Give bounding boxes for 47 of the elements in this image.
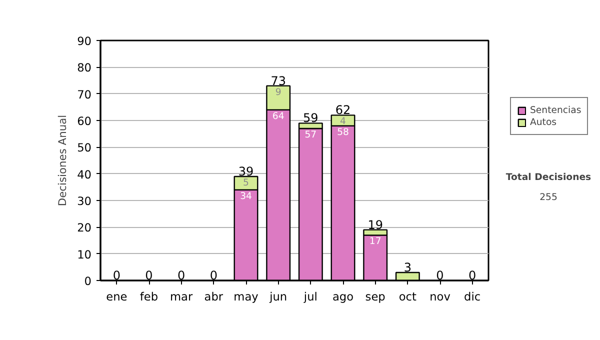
- data-label: 17: [369, 236, 382, 248]
- total-label: 0: [210, 268, 218, 282]
- x-tick-label: ago: [332, 290, 354, 304]
- data-label: 5: [243, 178, 250, 188]
- x-tick-label: nov: [430, 290, 451, 304]
- data-label: 57: [304, 130, 317, 140]
- x-tick-label: ene: [106, 290, 128, 304]
- x-tick-label: jun: [268, 290, 288, 304]
- y-tick-label: 70: [77, 87, 92, 102]
- data-label: 34: [240, 190, 252, 202]
- x-tick-label: sep: [365, 290, 386, 304]
- total-label: 62: [335, 103, 351, 118]
- x-tick-label: dic: [464, 290, 481, 304]
- x-tick-label: oct: [398, 290, 418, 304]
- x-tick-label: feb: [140, 290, 158, 304]
- x-tick-label: mar: [170, 290, 193, 304]
- total-label: 39: [238, 164, 254, 178]
- total-label: 0: [112, 268, 120, 282]
- x-tick-label: may: [234, 290, 259, 304]
- total-label: 19: [368, 218, 383, 232]
- y-tick-label: 20: [77, 220, 92, 235]
- text: Total Decisiones: [506, 172, 592, 183]
- data-label: 58: [337, 126, 349, 138]
- x-tick-label: abr: [204, 290, 224, 304]
- total-label: 73: [270, 74, 286, 88]
- y-tick-label: 10: [77, 247, 92, 262]
- data-label: 9: [275, 86, 282, 98]
- y-tick-label: 80: [77, 60, 92, 75]
- total-label: 0: [436, 268, 444, 282]
- total-label: 0: [468, 268, 476, 282]
- y-tick-label: 60: [77, 114, 92, 128]
- y-tick-label: 50: [77, 140, 92, 155]
- legend-label: Sentencias: [530, 104, 582, 116]
- total-label: 59: [303, 111, 318, 126]
- y-tick-label: 30: [77, 194, 92, 208]
- total-label: 0: [145, 268, 153, 282]
- y-tick-label: 40: [77, 167, 92, 182]
- total-label: 0: [178, 268, 186, 282]
- y-tick-label: 90: [77, 34, 92, 48]
- x-tick-label: jul: [302, 290, 318, 304]
- total-label: 3: [404, 260, 412, 274]
- y-tick-label: 0: [84, 274, 92, 288]
- data-label: 64: [272, 110, 284, 122]
- text: 255: [540, 192, 558, 203]
- y-axis-title: Decisiones Anual: [56, 114, 70, 206]
- data-label: 4: [340, 116, 346, 128]
- legend-label: Autos: [530, 116, 557, 128]
